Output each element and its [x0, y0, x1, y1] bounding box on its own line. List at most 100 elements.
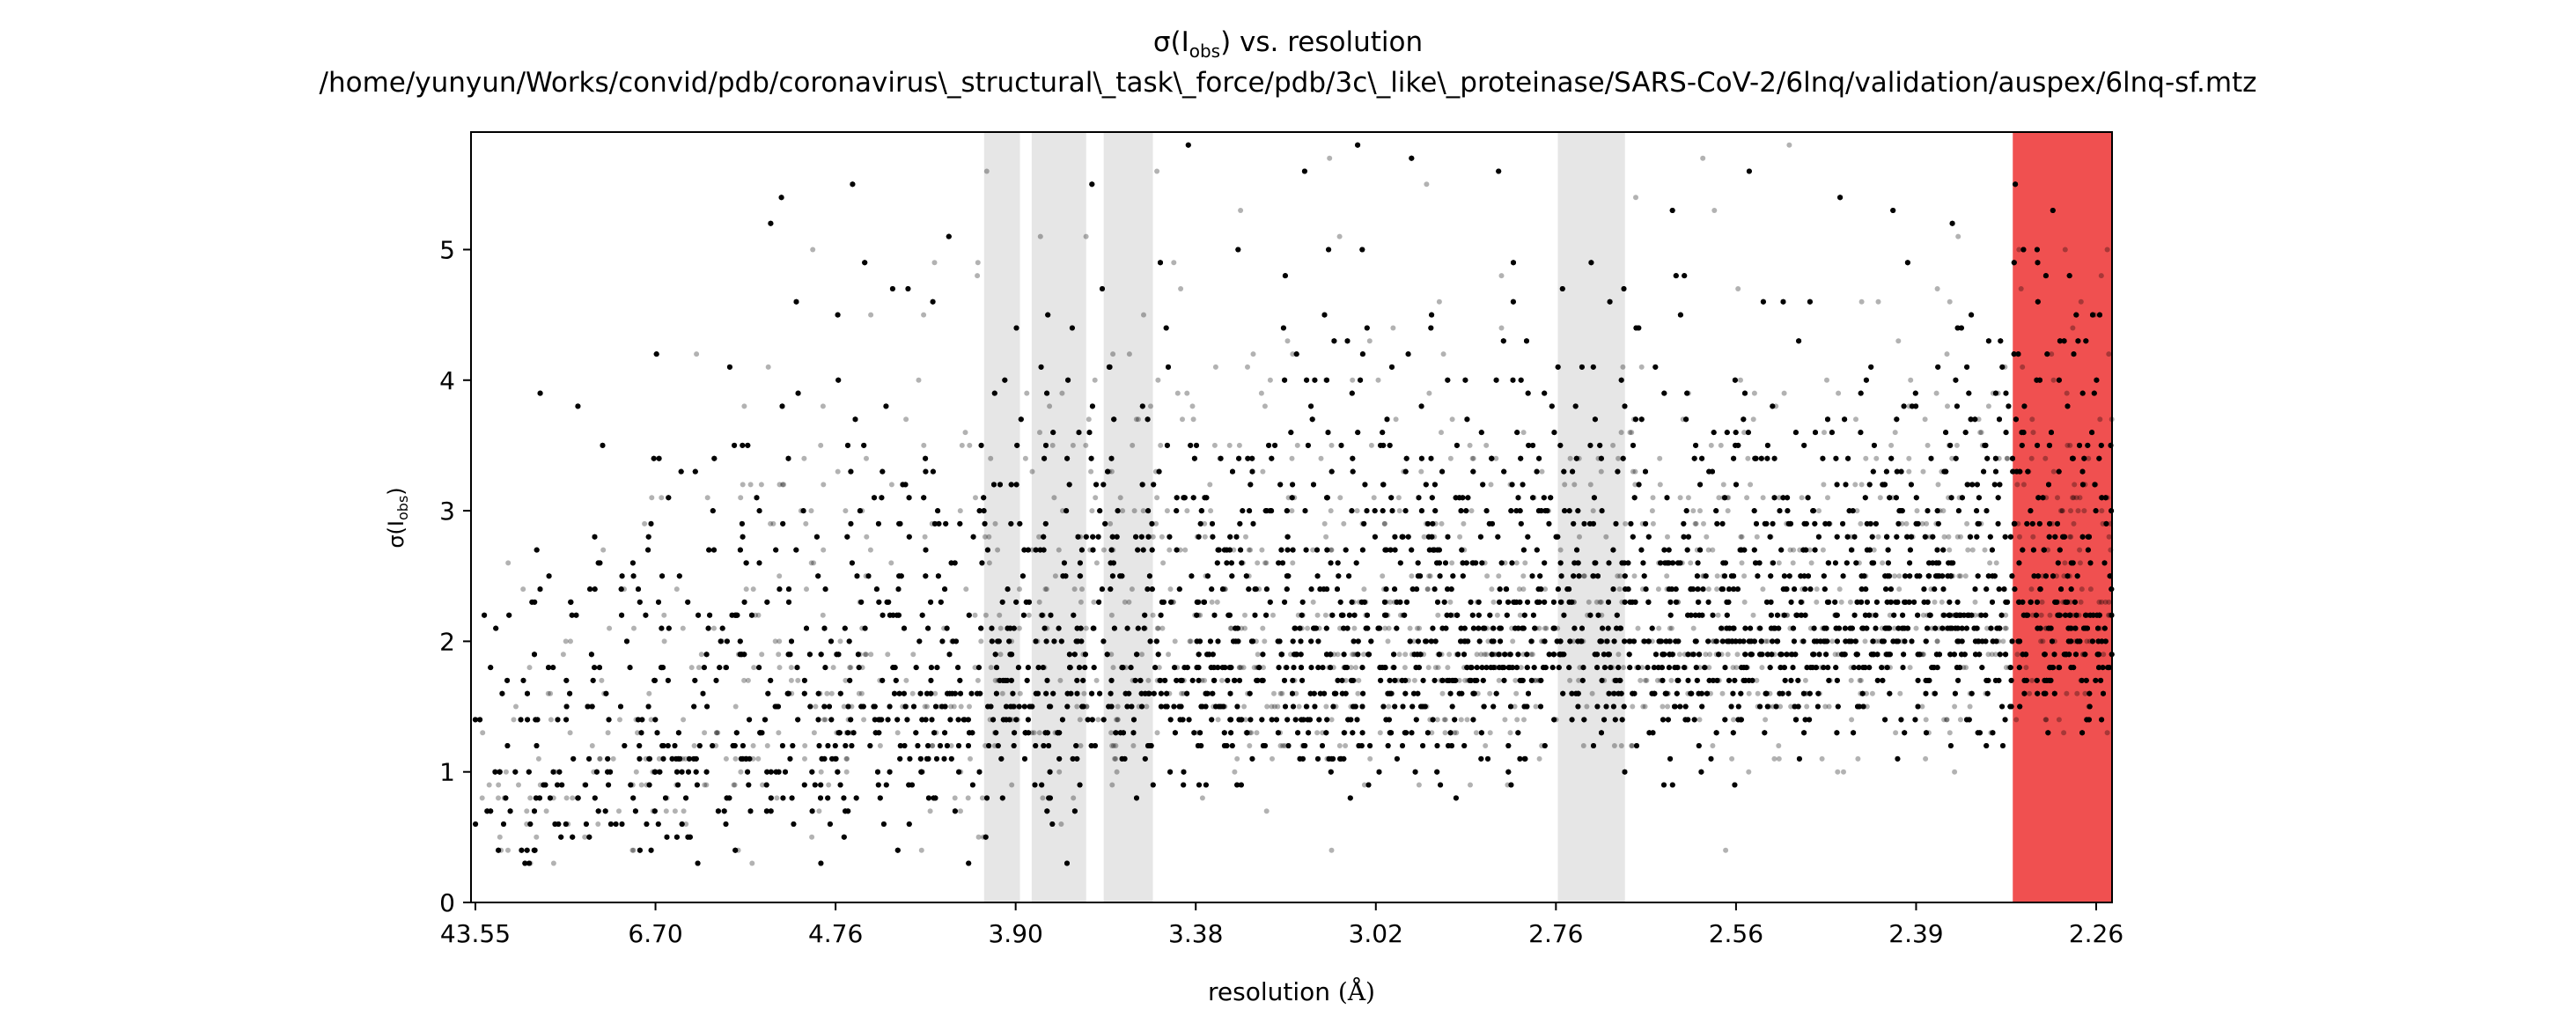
- data-point: [1009, 782, 1015, 788]
- data-point: [2097, 416, 2103, 423]
- data-point: [1390, 325, 1396, 331]
- data-point: [1022, 455, 1028, 461]
- data-point: [2070, 325, 2076, 331]
- data-point: [802, 755, 807, 762]
- data-point: [1914, 508, 1920, 514]
- data-point: [2023, 665, 2029, 671]
- data-point: [1058, 821, 1064, 827]
- data-point: [1241, 703, 1248, 710]
- data-point: [661, 612, 667, 618]
- data-point: [1246, 547, 1252, 553]
- data-point: [1654, 677, 1660, 683]
- data-point: [1521, 717, 1527, 723]
- data-point: [1507, 730, 1513, 736]
- data-point: [867, 547, 873, 553]
- data-point: [1396, 652, 1402, 658]
- data-point: [1024, 390, 1030, 396]
- data-point: [2106, 351, 2112, 357]
- data-point: [698, 652, 704, 658]
- data-point: [1422, 703, 1428, 710]
- data-point: [1263, 808, 1270, 814]
- data-point: [1493, 652, 1499, 658]
- data-point: [2068, 508, 2073, 514]
- data-point: [1832, 652, 1838, 658]
- data-point: [1166, 652, 1172, 658]
- data-point: [1202, 534, 1208, 540]
- data-point: [1115, 717, 1121, 723]
- data-point: [1760, 495, 1766, 501]
- data-point: [988, 455, 994, 461]
- data-point: [959, 442, 965, 448]
- data-point: [1153, 638, 1159, 644]
- data-point: [1139, 652, 1144, 658]
- data-point: [1350, 377, 1356, 383]
- data-point: [1689, 652, 1695, 658]
- data-point: [1940, 508, 1947, 514]
- data-point: [1135, 416, 1141, 423]
- data-point: [1602, 638, 1608, 644]
- data-point: [2038, 612, 2044, 618]
- data-point: [927, 808, 933, 814]
- data-point: [776, 482, 783, 488]
- data-point: [2064, 690, 2070, 696]
- data-point: [818, 442, 824, 448]
- data-point: [1112, 755, 1118, 762]
- data-point: [888, 482, 894, 488]
- data-point: [803, 520, 809, 527]
- data-point: [1829, 638, 1836, 644]
- data-point: [1154, 168, 1160, 174]
- data-point: [1108, 468, 1115, 475]
- data-point: [1056, 769, 1063, 775]
- data-point: [2064, 390, 2070, 396]
- data-point: [1487, 730, 1493, 736]
- data-point: [861, 717, 867, 723]
- data-point: [820, 403, 826, 409]
- data-point: [1263, 560, 1270, 566]
- data-point: [1227, 625, 1233, 631]
- data-point: [1567, 455, 1573, 461]
- data-point: [1395, 677, 1402, 683]
- data-point: [1925, 730, 1932, 736]
- data-point: [1835, 769, 1841, 775]
- data-point: [1323, 703, 1329, 710]
- data-point: [2104, 730, 2110, 736]
- data-point: [983, 168, 990, 174]
- data-point: [1208, 508, 1214, 514]
- data-point: [1618, 430, 1624, 436]
- data-point: [1105, 468, 1111, 475]
- data-point: [885, 652, 891, 658]
- data-point: [1496, 677, 1502, 683]
- data-point: [1776, 755, 1782, 762]
- data-point: [2047, 612, 2053, 618]
- data-point: [1682, 652, 1688, 658]
- data-point: [1160, 560, 1167, 566]
- data-point: [688, 665, 695, 671]
- data-point: [1615, 573, 1621, 579]
- data-point: [1541, 665, 1547, 671]
- data-point: [968, 755, 973, 762]
- data-point: [631, 625, 637, 631]
- data-point: [888, 560, 894, 566]
- data-point: [1424, 586, 1431, 593]
- data-point: [1935, 482, 1941, 488]
- data-point: [496, 795, 501, 801]
- data-point: [1869, 690, 1875, 696]
- data-point: [2067, 442, 2073, 448]
- data-point: [1219, 677, 1225, 683]
- data-point: [958, 808, 963, 814]
- data-point: [1435, 612, 1441, 618]
- data-point: [1071, 795, 1077, 801]
- data-point: [1351, 625, 1358, 631]
- data-point: [1115, 703, 1121, 710]
- data-point: [1498, 273, 1505, 279]
- data-point: [1711, 638, 1717, 644]
- data-point: [837, 638, 843, 644]
- data-point: [808, 508, 814, 514]
- data-point: [1402, 665, 1408, 671]
- data-point: [1750, 612, 1756, 618]
- data-point: [1314, 612, 1321, 618]
- data-point: [1052, 573, 1058, 579]
- data-point: [2062, 560, 2068, 566]
- data-point: [681, 717, 687, 723]
- data-point: [1114, 769, 1120, 775]
